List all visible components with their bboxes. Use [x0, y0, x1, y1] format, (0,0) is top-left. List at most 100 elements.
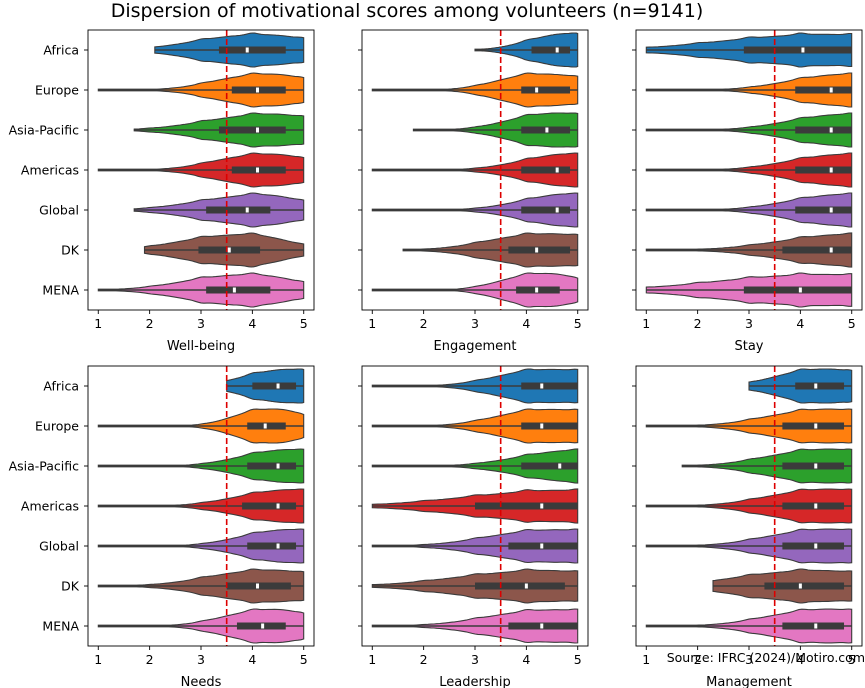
x-tick-label-1: 1 — [642, 316, 650, 331]
panel-well-being: 1 2 3 4 5 Well-being Africa Europe Asia-Pacific A… — [9, 29, 315, 354]
x-axis-label: Management — [706, 675, 792, 688]
iqr-box-americas — [782, 502, 845, 510]
iqr-box-mena — [206, 286, 271, 294]
iqr-box-global — [795, 206, 852, 214]
x-tick-label-3: 3 — [471, 316, 479, 331]
median-europe — [829, 87, 833, 93]
median-dk — [256, 583, 259, 589]
median-dk — [227, 247, 231, 253]
x-tick-label-3: 3 — [197, 316, 205, 331]
iqr-box-americas — [795, 166, 852, 174]
x-tick-label-2: 2 — [420, 316, 428, 331]
panel-leadership: 1 2 3 4 5 Leadership — [358, 365, 589, 688]
x-tick-label-2: 2 — [694, 652, 702, 667]
panel-stay: 1 2 3 4 5 Stay — [632, 29, 863, 354]
median-mena — [232, 287, 236, 293]
x-tick-label-3: 3 — [197, 652, 205, 667]
x-axis-label: Leadership — [439, 675, 510, 688]
x-tick-label-5: 5 — [848, 316, 856, 331]
median-mena — [261, 623, 265, 629]
x-axis-label: Needs — [181, 675, 222, 688]
iqr-box-africa — [795, 382, 845, 390]
median-africa — [276, 383, 280, 389]
x-tick-label-4: 4 — [248, 316, 256, 331]
x-tick-label-3: 3 — [471, 652, 479, 667]
median-africa — [801, 47, 805, 53]
iqr-box-africa — [743, 46, 852, 54]
median-mena — [814, 623, 818, 629]
iqr-box-africa — [521, 382, 578, 390]
median-asia-pacific — [829, 127, 833, 133]
median-asia-pacific — [814, 463, 818, 469]
source-note: Source: IFRC (2024)/Motiro.com — [667, 650, 865, 665]
median-americas — [814, 503, 818, 509]
iqr-box-americas — [521, 166, 571, 174]
y-tick-label-africa: Africa — [43, 379, 79, 394]
x-tick-label-1: 1 — [94, 316, 102, 331]
x-tick-label-4: 4 — [796, 316, 804, 331]
iqr-box-global — [782, 542, 845, 550]
iqr-box-global — [521, 206, 571, 214]
x-tick-label-5: 5 — [300, 316, 308, 331]
y-tick-label-dk: DK — [61, 243, 80, 258]
y-tick-label-asia-pacific: Asia-Pacific — [9, 123, 80, 138]
y-tick-label-americas: Americas — [21, 163, 79, 178]
x-tick-label-3: 3 — [745, 652, 753, 667]
iqr-box-europe — [782, 422, 845, 430]
iqr-box-asia-pacific — [521, 462, 578, 470]
median-europe — [540, 423, 544, 429]
median-europe — [814, 423, 818, 429]
x-tick-label-4: 4 — [248, 652, 256, 667]
iqr-box-africa — [218, 46, 286, 54]
median-americas — [829, 167, 833, 173]
iqr-box-asia-pacific — [218, 126, 286, 134]
figure-title: Dispersion of motivational scores among … — [111, 0, 704, 22]
x-tick-label-5: 5 — [574, 652, 582, 667]
median-global — [245, 207, 249, 213]
x-tick-label-1: 1 — [94, 652, 102, 667]
x-tick-label-1: 1 — [368, 316, 376, 331]
x-axis-label: Engagement — [434, 339, 517, 354]
iqr-box-mena — [782, 622, 845, 630]
iqr-box-africa — [531, 46, 571, 54]
iqr-box-mena — [743, 286, 852, 294]
iqr-box-dk — [782, 246, 852, 254]
median-dk — [798, 583, 802, 589]
panels-group: 1 2 3 4 5 Well-being Africa Europe Asia-Pacific A… — [9, 29, 863, 688]
x-axis-label: Stay — [734, 339, 763, 354]
x-tick-label-3: 3 — [745, 316, 753, 331]
median-dk — [535, 247, 539, 253]
median-asia-pacific — [256, 127, 259, 133]
y-tick-label-mena: MENA — [42, 619, 79, 634]
median-americas — [540, 503, 544, 509]
y-tick-label-americas: Americas — [21, 499, 79, 514]
x-tick-label-2: 2 — [694, 316, 702, 331]
y-tick-label-dk: DK — [61, 579, 80, 594]
iqr-box-dk — [508, 246, 571, 254]
median-africa — [814, 383, 818, 389]
iqr-box-europe — [795, 86, 852, 94]
y-tick-label-global: Global — [39, 539, 79, 554]
panel-needs: 1 2 3 4 5 Needs Africa Europe Asia-Pacific Americ… — [9, 365, 315, 688]
x-axis-label: Well-being — [167, 339, 235, 354]
iqr-box-americas — [242, 502, 297, 510]
x-tick-label-4: 4 — [522, 316, 530, 331]
iqr-box-europe — [521, 86, 571, 94]
x-tick-label-1: 1 — [368, 652, 376, 667]
median-mena — [540, 623, 544, 629]
iqr-box-global — [206, 206, 271, 214]
median-americas — [256, 167, 259, 173]
median-europe — [535, 87, 539, 93]
median-africa — [245, 47, 249, 53]
iqr-box-asia-pacific — [795, 126, 852, 134]
iqr-box-americas — [475, 502, 578, 510]
median-africa — [540, 383, 544, 389]
median-dk — [524, 583, 528, 589]
y-tick-label-mena: MENA — [42, 283, 79, 298]
y-tick-label-africa: Africa — [43, 43, 79, 58]
iqr-box-africa — [252, 382, 297, 390]
x-tick-label-2: 2 — [420, 652, 428, 667]
panel-engagement: 1 2 3 4 5 Engagement — [358, 29, 589, 354]
median-americas — [276, 503, 280, 509]
